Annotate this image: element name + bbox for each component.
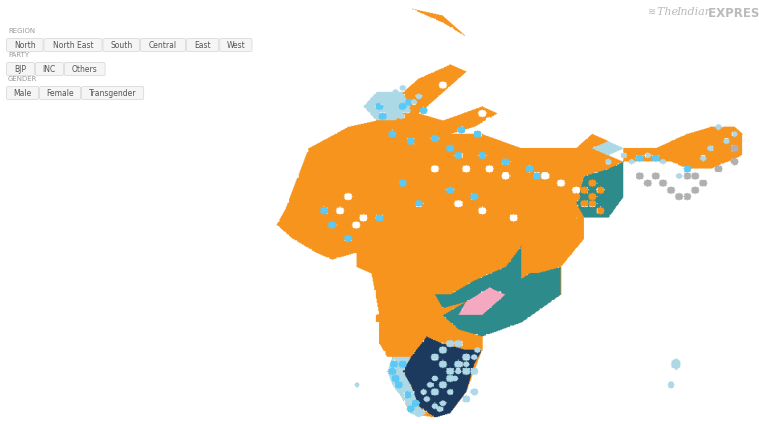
Text: Central: Central xyxy=(149,41,177,50)
Text: South: South xyxy=(110,41,132,50)
Text: INC: INC xyxy=(43,64,56,73)
Text: The: The xyxy=(657,7,682,17)
Text: EXPRESS: EXPRESS xyxy=(704,7,759,20)
Text: PARTY: PARTY xyxy=(8,52,29,58)
Text: Transgender: Transgender xyxy=(89,89,137,98)
Text: East: East xyxy=(194,41,211,50)
Text: West: West xyxy=(226,41,245,50)
FancyBboxPatch shape xyxy=(44,39,102,51)
Text: Female: Female xyxy=(46,89,74,98)
Text: Indian: Indian xyxy=(676,7,712,17)
Text: Others: Others xyxy=(72,64,98,73)
FancyBboxPatch shape xyxy=(36,62,63,75)
FancyBboxPatch shape xyxy=(7,62,34,75)
FancyBboxPatch shape xyxy=(7,39,43,51)
Text: REGION: REGION xyxy=(8,28,35,34)
Text: Male: Male xyxy=(14,89,32,98)
FancyBboxPatch shape xyxy=(187,39,219,51)
Text: GENDER: GENDER xyxy=(8,76,37,82)
FancyBboxPatch shape xyxy=(103,39,140,51)
FancyBboxPatch shape xyxy=(7,86,39,100)
Text: BJP: BJP xyxy=(14,64,27,73)
Text: ≋: ≋ xyxy=(648,7,656,17)
FancyBboxPatch shape xyxy=(220,39,252,51)
FancyBboxPatch shape xyxy=(39,86,80,100)
FancyBboxPatch shape xyxy=(140,39,186,51)
Text: North East: North East xyxy=(52,41,93,50)
FancyBboxPatch shape xyxy=(81,86,143,100)
Text: North: North xyxy=(14,41,36,50)
FancyBboxPatch shape xyxy=(65,62,105,75)
